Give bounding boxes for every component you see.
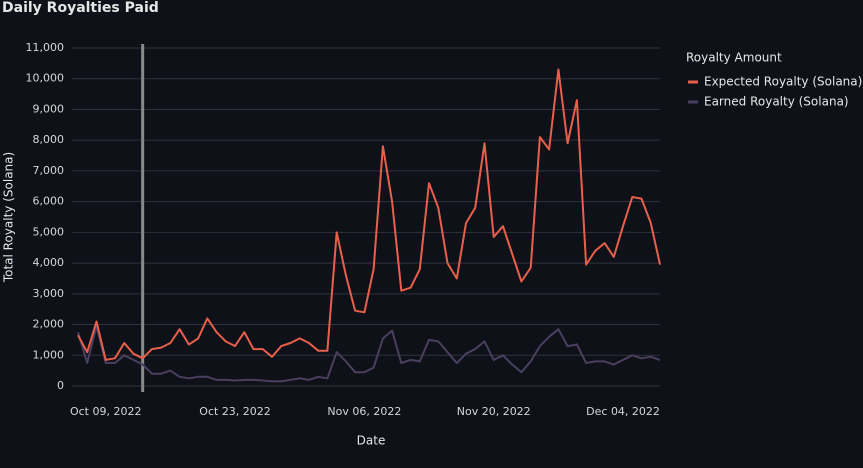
legend-label: Earned Royalty (Solana): [704, 95, 849, 109]
y-tick-label: 3,000: [33, 287, 65, 300]
x-tick-label: Nov 06, 2022: [327, 405, 401, 418]
x-tick-label: Oct 23, 2022: [199, 405, 271, 418]
y-tick-label: 9,000: [33, 102, 65, 115]
legend-label: Expected Royalty (Solana): [704, 75, 862, 89]
chart-title: Daily Royalties Paid: [2, 0, 159, 16]
y-tick-label: 0: [57, 379, 64, 392]
x-tick-label: Nov 20, 2022: [457, 405, 531, 418]
y-tick-label: 5,000: [33, 225, 65, 238]
y-tick-label: 8,000: [33, 133, 65, 146]
y-tick-label: 1,000: [33, 348, 65, 361]
x-tick-label: Dec 04, 2022: [586, 405, 660, 418]
y-tick-label: 7,000: [33, 164, 65, 177]
x-axis-label: Date: [357, 434, 386, 448]
y-tick-label: 4,000: [33, 256, 65, 269]
y-axis-label: Total Royalty (Solana): [2, 152, 16, 283]
y-tick-label: 6,000: [33, 195, 65, 208]
y-tick-label: 10,000: [26, 72, 65, 85]
y-tick-label: 2,000: [33, 318, 65, 331]
y-tick-label: 11,000: [26, 41, 65, 54]
legend-title: Royalty Amount: [686, 51, 782, 65]
series-line: [77, 68, 661, 361]
series-line: [77, 325, 661, 383]
x-tick-label: Oct 09, 2022: [70, 405, 142, 418]
